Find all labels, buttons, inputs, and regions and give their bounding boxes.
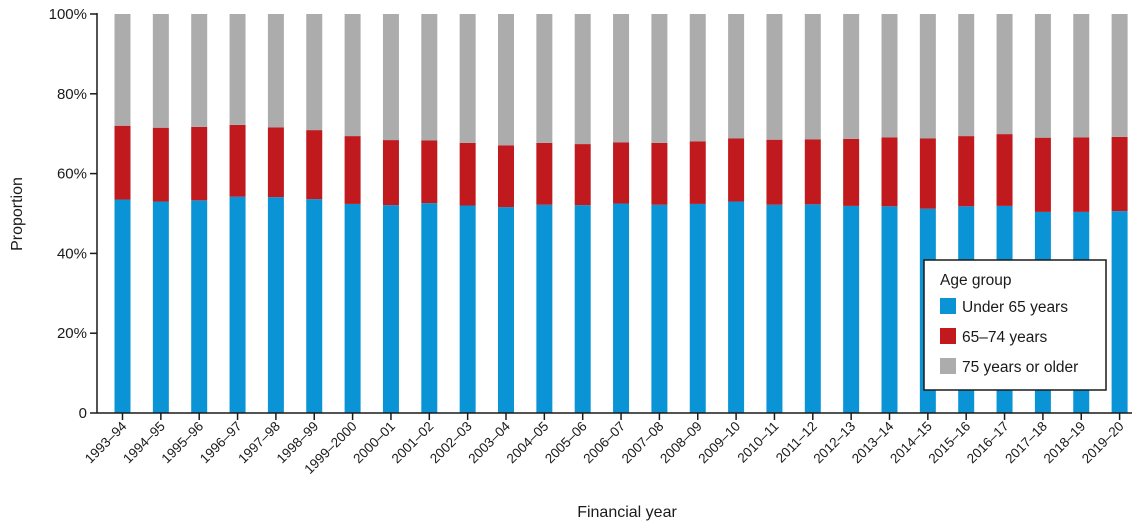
bar-segment [996, 134, 1013, 206]
bar-segment [382, 140, 399, 206]
bar-segment [843, 205, 860, 413]
bar-segment [498, 207, 514, 413]
bar-segment [498, 14, 514, 146]
bar-segment [229, 196, 246, 413]
legend-label-75-plus: 75 years or older [962, 359, 1078, 376]
y-tick-label: 80% [57, 86, 87, 103]
bar-segment [766, 14, 783, 140]
bar-segment [306, 199, 323, 413]
bar-segment [421, 203, 438, 413]
bar-segment [574, 14, 591, 145]
bar-segment [728, 138, 745, 202]
x-axis-title: Financial year [577, 504, 677, 521]
legend-title: Age group [940, 272, 1012, 289]
y-axis-title: Proportion [9, 177, 26, 251]
bar-segment [958, 136, 975, 207]
bar-segment [1034, 14, 1051, 138]
bar-segment [804, 204, 821, 413]
bar-segment [344, 14, 361, 137]
bar-segment [728, 201, 745, 413]
bar-segment [1111, 14, 1128, 137]
y-tick-label: 0 [79, 405, 87, 422]
bar-segment [804, 14, 821, 140]
legend: Age group Under 65 years 65–74 years 75 … [923, 259, 1107, 391]
bar-segment [114, 125, 131, 200]
bar-segment [919, 14, 936, 139]
bar-segment [1034, 137, 1051, 212]
bar-segment [613, 203, 630, 413]
bar-segment [613, 14, 630, 143]
bars-layer [114, 14, 1128, 413]
bar-segment [574, 205, 591, 413]
bar-segment [306, 14, 323, 131]
x-tick-label: 2010–11 [735, 419, 782, 466]
bar-segment [229, 14, 246, 125]
y-tick-label: 60% [57, 166, 87, 183]
x-axis: 1993–941994–951995–961996–971997–981998–… [82, 412, 1132, 477]
bar-segment [382, 205, 399, 413]
bar-segment [996, 14, 1013, 135]
bar-segment [344, 203, 361, 413]
bar-segment [728, 14, 745, 139]
legend-swatch-under-65 [940, 298, 956, 314]
bar-segment [881, 137, 898, 207]
bar-segment [843, 138, 860, 206]
bar-segment [919, 138, 936, 209]
bar-segment [613, 142, 630, 204]
bar-segment [1073, 137, 1090, 212]
bar-segment [421, 14, 438, 141]
bar-segment [152, 127, 169, 202]
bar-segment [536, 204, 553, 413]
bar-segment [191, 14, 208, 127]
bar-segment [267, 14, 284, 128]
bar-segment [498, 145, 514, 208]
legend-swatch-75-plus [940, 358, 956, 374]
bar-segment [421, 140, 438, 204]
bar-segment [459, 205, 476, 413]
bar-segment [152, 14, 169, 128]
bar-segment [689, 14, 706, 142]
bar-segment [958, 14, 975, 137]
bar-segment [689, 203, 706, 413]
bar-segment [267, 197, 284, 413]
bar-segment [1073, 14, 1090, 138]
bar-segment [191, 200, 208, 413]
x-tick-label: 2019–20 [1079, 419, 1127, 467]
bar-segment [1111, 211, 1128, 413]
bar-segment [114, 199, 131, 413]
legend-swatch-65-74 [940, 328, 956, 344]
x-tick-label: 2009–10 [695, 419, 743, 467]
bar-segment [881, 206, 898, 413]
bar-segment [651, 14, 668, 143]
bar-segment [459, 142, 476, 206]
bar-segment [689, 141, 706, 204]
bar-segment [804, 139, 821, 205]
bar-segment [306, 130, 323, 200]
legend-label-65-74: 65–74 years [962, 329, 1048, 346]
bar-segment [881, 14, 898, 138]
bar-segment [459, 14, 476, 143]
bar-segment [382, 14, 399, 141]
y-tick-label: 40% [57, 245, 87, 262]
bar-segment [229, 124, 246, 197]
bar-segment [191, 126, 208, 201]
bar-segment [536, 142, 553, 205]
bar-segment [152, 201, 169, 413]
bar-segment [267, 127, 284, 198]
bar-segment [766, 139, 783, 205]
bar-segment [1111, 136, 1128, 212]
bar-segment [344, 136, 361, 204]
bar-segment [843, 14, 860, 139]
legend-label-under-65: Under 65 years [962, 299, 1068, 316]
bar-segment [651, 142, 668, 205]
bar-segment [114, 14, 131, 126]
bar-segment [651, 204, 668, 413]
y-tick-label: 100% [49, 6, 87, 23]
bar-segment [536, 14, 553, 143]
y-tick-label: 20% [57, 325, 87, 342]
y-axis: 0 20% 40% 60% 80% 100% [49, 6, 98, 422]
bar-segment [574, 144, 591, 206]
bar-segment [766, 204, 783, 413]
